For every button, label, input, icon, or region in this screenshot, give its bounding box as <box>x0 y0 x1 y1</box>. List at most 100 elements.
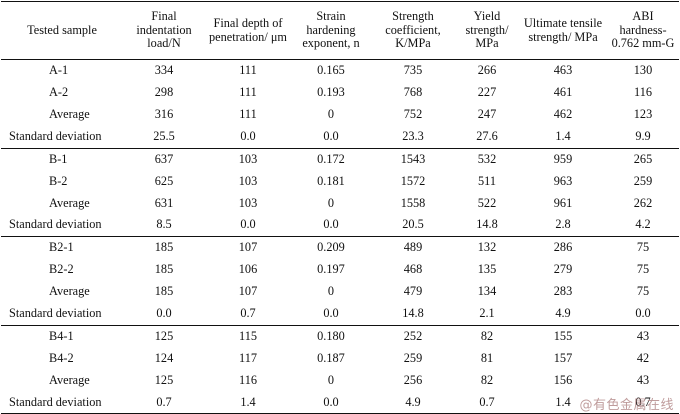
table-cell: 735 <box>403 63 423 78</box>
table-cell: 0.0 <box>123 302 205 326</box>
table-cell: 334 <box>154 63 174 78</box>
table-cell: 0.0 <box>291 302 371 326</box>
table-cell: 461 <box>553 85 573 100</box>
table-cell: 25.5 <box>123 125 205 149</box>
table-cell: 532 <box>477 151 497 166</box>
row-label: B-1 <box>49 151 68 166</box>
table-cell: 185 <box>154 240 174 255</box>
row-label: Standard deviation <box>1 125 123 149</box>
table-cell: 75 <box>636 240 650 255</box>
table-cell: 14.8 <box>455 214 519 238</box>
header-final-depth: Final depth of penetration/ μm <box>205 1 291 60</box>
table-cell: 155 <box>553 328 573 343</box>
table-cell: 4.2 <box>607 214 679 238</box>
table-cell: 125 <box>154 328 174 343</box>
table-cell: 103 <box>238 195 258 210</box>
table-cell: 0.172 <box>317 151 345 166</box>
table-cell: 227 <box>477 85 497 100</box>
header-final-load: Final indentation load/N <box>123 1 205 60</box>
table-row: Average 316 111 0 752 247 462 123 <box>1 104 679 126</box>
table-cell: 631 <box>154 195 174 210</box>
table-cell: 961 <box>553 195 573 210</box>
table-cell: 123 <box>633 106 653 121</box>
row-label: B2-1 <box>49 240 74 255</box>
table-cell: 20.5 <box>371 214 455 238</box>
table-cell: 252 <box>403 328 423 343</box>
table-cell: 489 <box>403 240 423 255</box>
table-cell: 625 <box>154 173 174 188</box>
table-cell: 256 <box>403 372 423 387</box>
header-tested-sample: Tested sample <box>1 1 123 60</box>
header-abi-hardness: ABI hardness- 0.762 mm-G <box>607 1 679 60</box>
header-strain-hardening: Strain hardening exponent, n <box>291 1 371 60</box>
table-cell: 107 <box>238 284 258 299</box>
table-cell: 0.181 <box>317 173 345 188</box>
table-row: B-2 625 103 0.181 1572 511 963 259 <box>1 170 679 192</box>
table-cell: 262 <box>633 195 653 210</box>
table-cell: 0.187 <box>317 350 345 365</box>
table-cell: 42 <box>636 350 650 365</box>
table-row: B-1 637 103 0.172 1543 532 959 265 <box>1 148 679 170</box>
table-cell: 75 <box>636 262 650 277</box>
table-cell: 116 <box>239 372 257 387</box>
table-cell: 1558 <box>400 195 426 210</box>
table-row: Average 185 107 0 479 134 283 75 <box>1 281 679 303</box>
row-label: A-2 <box>49 85 69 100</box>
table-cell: 463 <box>553 63 573 78</box>
watermark: @有色金属在线 <box>579 398 674 413</box>
table-cell: 124 <box>154 350 174 365</box>
table-cell: 135 <box>477 262 497 277</box>
table-cell: 279 <box>553 262 573 277</box>
table-cell: 0 <box>327 372 335 387</box>
table-cell: 298 <box>154 85 174 100</box>
table-cell: 82 <box>480 372 494 387</box>
table-cell: 522 <box>477 195 497 210</box>
table-cell: 0 <box>327 284 335 299</box>
table-cell: 0.193 <box>317 85 345 100</box>
table-cell: 1.4 <box>519 391 607 414</box>
table-cell: 0.7 <box>205 302 291 326</box>
table-cell: 0 <box>327 195 335 210</box>
row-label: B4-2 <box>49 350 74 365</box>
table-cell: 117 <box>239 350 257 365</box>
table-row: B2-1 185 107 0.209 489 132 286 75 <box>1 237 679 259</box>
row-label: Average <box>49 372 90 387</box>
table-cell: 0 <box>327 106 335 121</box>
table-cell: 479 <box>403 284 423 299</box>
table-cell: 2.8 <box>519 214 607 238</box>
table-cell: 0.0 <box>291 214 371 238</box>
table-cell: 185 <box>154 284 174 299</box>
table-cell: 283 <box>553 284 573 299</box>
row-label: Standard deviation <box>1 391 123 414</box>
table-cell: 81 <box>480 350 494 365</box>
table-cell: 265 <box>633 151 653 166</box>
table-cell: 130 <box>633 63 653 78</box>
table-cell: 0.0 <box>291 391 371 414</box>
table-cell: 185 <box>154 262 174 277</box>
table-cell: 8.5 <box>123 214 205 238</box>
table-cell: 316 <box>154 106 174 121</box>
table-cell: 116 <box>634 85 652 100</box>
table-row: B4-2 124 117 0.187 259 81 157 42 <box>1 348 679 370</box>
table-cell: 0.209 <box>317 240 345 255</box>
table-cell: 0.197 <box>317 262 345 277</box>
table-cell: 0.0 <box>205 125 291 149</box>
table-cell: 468 <box>403 262 423 277</box>
header-yield-strength: Yield strength/ MPa <box>455 1 519 60</box>
table-row: B2-2 185 106 0.197 468 135 279 75 <box>1 259 679 281</box>
table-cell: 103 <box>238 173 258 188</box>
table-cell: 259 <box>633 173 653 188</box>
row-label: Average <box>49 106 90 121</box>
table-cell: 111 <box>239 85 257 100</box>
table-cell: 106 <box>238 262 258 277</box>
row-label: Standard deviation <box>1 302 123 326</box>
table-cell: 107 <box>238 240 258 255</box>
table-cell: 259 <box>403 350 423 365</box>
table-row: Average 125 116 0 256 82 156 43 <box>1 369 679 391</box>
table-body: A-1 334 111 0.165 735 266 463 130 A-2 298 111 0.193… <box>1 60 679 414</box>
table-cell: 0.7 <box>123 391 205 414</box>
table-cell: 0.0 <box>607 302 679 326</box>
table-cell: 82 <box>480 328 494 343</box>
table-cell: 963 <box>553 173 573 188</box>
